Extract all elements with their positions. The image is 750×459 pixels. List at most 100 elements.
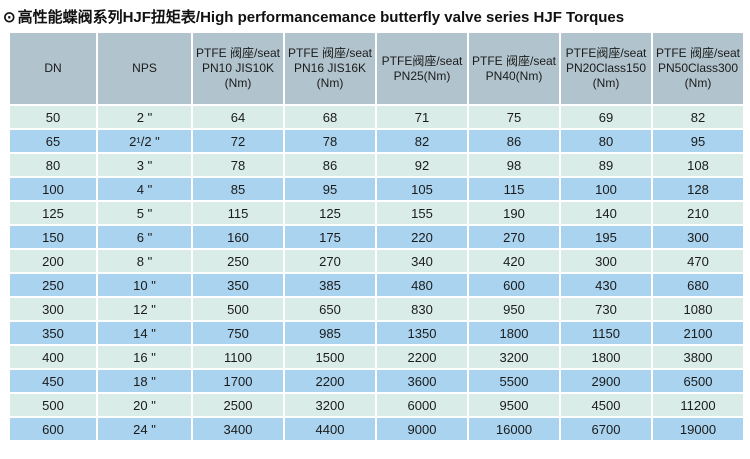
torque-cell: 300 bbox=[653, 226, 743, 248]
column-header: PTFE 阀座/seat PN10 JIS10K (Nm) bbox=[193, 33, 283, 104]
dn-cell: 100 bbox=[10, 178, 96, 200]
column-header: DN bbox=[10, 33, 96, 104]
column-header: PTFE 阀座/seat PN50Class300 (Nm) bbox=[653, 33, 743, 104]
torque-cell: 270 bbox=[469, 226, 559, 248]
torque-cell: 3400 bbox=[193, 418, 283, 440]
table-row: 600 24 " 3400 4400 9000 16000 6700 19000 bbox=[10, 418, 743, 440]
column-header: PTFE阀座/seat PN25(Nm) bbox=[377, 33, 467, 104]
table-row: 150 6 " 160 175 220 270 195 300 bbox=[10, 226, 743, 248]
nps-cell: 4 " bbox=[98, 178, 191, 200]
torque-cell: 1150 bbox=[561, 322, 651, 344]
torque-cell: 95 bbox=[285, 178, 375, 200]
nps-cell: 6 " bbox=[98, 226, 191, 248]
torque-cell: 680 bbox=[653, 274, 743, 296]
torque-cell: 85 bbox=[193, 178, 283, 200]
torque-table: DN NPS PTFE 阀座/seat PN10 JIS10K (Nm) PTFE 阀… bbox=[8, 31, 745, 442]
torque-cell: 3800 bbox=[653, 346, 743, 368]
torque-cell: 80 bbox=[561, 130, 651, 152]
torque-cell: 600 bbox=[469, 274, 559, 296]
page-title: ⊙ 高性能蝶阀系列HJF扭矩表/High performancemance but… bbox=[0, 0, 750, 31]
dn-cell: 80 bbox=[10, 154, 96, 176]
torque-cell: 1350 bbox=[377, 322, 467, 344]
torque-cell: 480 bbox=[377, 274, 467, 296]
dn-cell: 600 bbox=[10, 418, 96, 440]
torque-cell: 86 bbox=[285, 154, 375, 176]
table-row: 450 18 " 1700 2200 3600 5500 2900 6500 bbox=[10, 370, 743, 392]
table-header-row: DN NPS PTFE 阀座/seat PN10 JIS10K (Nm) PTFE 阀… bbox=[10, 33, 743, 104]
torque-cell: 950 bbox=[469, 298, 559, 320]
torque-cell: 82 bbox=[653, 106, 743, 128]
torque-cell: 2200 bbox=[285, 370, 375, 392]
table-row: 300 12 " 500 650 830 950 730 1080 bbox=[10, 298, 743, 320]
torque-cell: 1800 bbox=[469, 322, 559, 344]
dn-cell: 450 bbox=[10, 370, 96, 392]
torque-cell: 3200 bbox=[285, 394, 375, 416]
torque-cell: 3200 bbox=[469, 346, 559, 368]
nps-cell: 16 " bbox=[98, 346, 191, 368]
torque-cell: 72 bbox=[193, 130, 283, 152]
torque-cell: 300 bbox=[561, 250, 651, 272]
torque-cell: 115 bbox=[193, 202, 283, 224]
bullet-circle-icon: ⊙ bbox=[3, 9, 16, 26]
torque-cell: 78 bbox=[285, 130, 375, 152]
torque-cell: 340 bbox=[377, 250, 467, 272]
torque-cell: 3600 bbox=[377, 370, 467, 392]
column-header: PTFE阀座/seat PN20Class150 (Nm) bbox=[561, 33, 651, 104]
torque-cell: 1800 bbox=[561, 346, 651, 368]
table-row: 50 2 " 64 68 71 75 69 82 bbox=[10, 106, 743, 128]
torque-cell: 155 bbox=[377, 202, 467, 224]
table-row: 125 5 " 115 125 155 190 140 210 bbox=[10, 202, 743, 224]
nps-cell: 2¹/2 " bbox=[98, 130, 191, 152]
torque-cell: 650 bbox=[285, 298, 375, 320]
torque-cell: 4400 bbox=[285, 418, 375, 440]
torque-cell: 350 bbox=[193, 274, 283, 296]
torque-cell: 270 bbox=[285, 250, 375, 272]
dn-cell: 500 bbox=[10, 394, 96, 416]
torque-cell: 125 bbox=[285, 202, 375, 224]
dn-cell: 65 bbox=[10, 130, 96, 152]
nps-cell: 12 " bbox=[98, 298, 191, 320]
torque-cell: 1500 bbox=[285, 346, 375, 368]
table-row: 250 10 " 350 385 480 600 430 680 bbox=[10, 274, 743, 296]
torque-cell: 500 bbox=[193, 298, 283, 320]
table-row: 65 2¹/2 " 72 78 82 86 80 95 bbox=[10, 130, 743, 152]
dn-cell: 200 bbox=[10, 250, 96, 272]
table-row: 80 3 " 78 86 92 98 89 108 bbox=[10, 154, 743, 176]
torque-cell: 2900 bbox=[561, 370, 651, 392]
nps-cell: 10 " bbox=[98, 274, 191, 296]
nps-cell: 8 " bbox=[98, 250, 191, 272]
column-header: PTFE 阀座/seat PN40(Nm) bbox=[469, 33, 559, 104]
torque-cell: 6000 bbox=[377, 394, 467, 416]
torque-cell: 9000 bbox=[377, 418, 467, 440]
torque-cell: 69 bbox=[561, 106, 651, 128]
torque-cell: 86 bbox=[469, 130, 559, 152]
torque-cell: 430 bbox=[561, 274, 651, 296]
torque-cell: 82 bbox=[377, 130, 467, 152]
torque-cell: 2200 bbox=[377, 346, 467, 368]
torque-cell: 2100 bbox=[653, 322, 743, 344]
torque-cell: 115 bbox=[469, 178, 559, 200]
column-header: PTFE 阀座/seat PN16 JIS16K (Nm) bbox=[285, 33, 375, 104]
torque-cell: 19000 bbox=[653, 418, 743, 440]
torque-cell: 128 bbox=[653, 178, 743, 200]
torque-cell: 830 bbox=[377, 298, 467, 320]
nps-cell: 24 " bbox=[98, 418, 191, 440]
dn-cell: 300 bbox=[10, 298, 96, 320]
table-row: 100 4 " 85 95 105 115 100 128 bbox=[10, 178, 743, 200]
torque-cell: 220 bbox=[377, 226, 467, 248]
nps-cell: 3 " bbox=[98, 154, 191, 176]
torque-cell: 98 bbox=[469, 154, 559, 176]
dn-cell: 125 bbox=[10, 202, 96, 224]
column-header: NPS bbox=[98, 33, 191, 104]
dn-cell: 150 bbox=[10, 226, 96, 248]
torque-cell: 6500 bbox=[653, 370, 743, 392]
torque-cell: 2500 bbox=[193, 394, 283, 416]
torque-cell: 1080 bbox=[653, 298, 743, 320]
torque-cell: 750 bbox=[193, 322, 283, 344]
torque-cell: 140 bbox=[561, 202, 651, 224]
torque-cell: 160 bbox=[193, 226, 283, 248]
torque-cell: 210 bbox=[653, 202, 743, 224]
torque-cell: 385 bbox=[285, 274, 375, 296]
torque-cell: 175 bbox=[285, 226, 375, 248]
torque-cell: 250 bbox=[193, 250, 283, 272]
